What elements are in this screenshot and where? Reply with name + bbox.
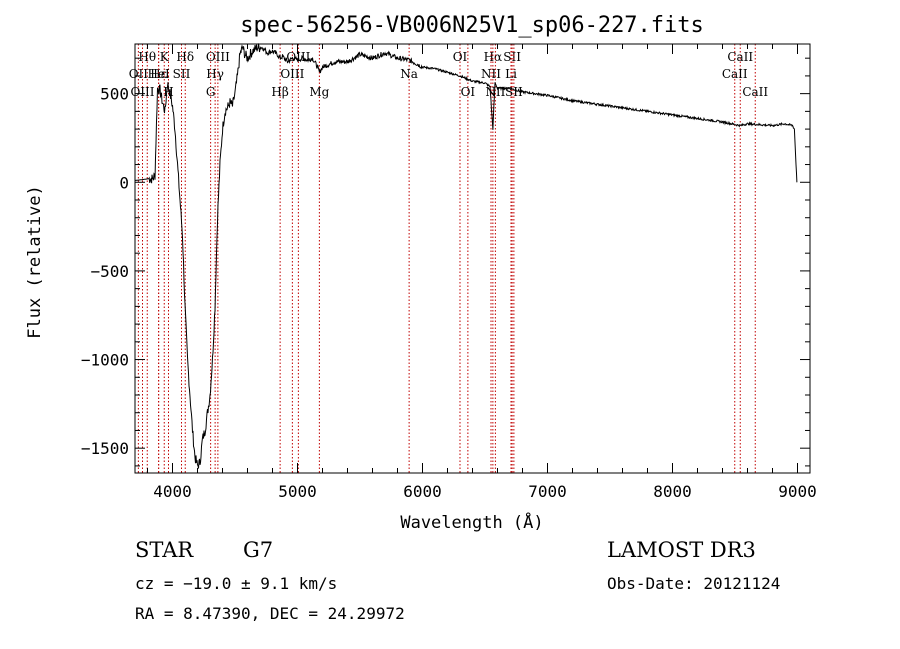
spectral-line-label: OIII bbox=[280, 67, 304, 81]
axis-ticks: 4000 5000 6000 7000 8000 9000 −1500 −1000 −500 0 5… bbox=[81, 44, 817, 501]
spectral-line-label: NII bbox=[485, 85, 505, 99]
y-tick-label: 0 bbox=[119, 173, 129, 192]
spectral-line-label: Hδ bbox=[176, 50, 194, 64]
spectral-line-label: H bbox=[163, 85, 173, 99]
x-tick-label: 5000 bbox=[278, 482, 317, 501]
spectral-line-label: CaII bbox=[722, 67, 748, 81]
object-class: STAR bbox=[135, 538, 194, 562]
spectral-line-label: Mg bbox=[309, 85, 329, 99]
x-tick-label: 9000 bbox=[778, 482, 817, 501]
spectral-line-label: OIII bbox=[206, 50, 230, 64]
spectral-line-label: Hγ bbox=[206, 67, 224, 81]
flux-series-line bbox=[134, 43, 798, 469]
spectral-line-label: CaII bbox=[727, 50, 753, 64]
spectral-line-label: Hθ bbox=[138, 50, 156, 64]
y-axis-label: Flux (relative) bbox=[25, 185, 45, 339]
spectral-line-label: OI bbox=[453, 50, 468, 64]
x-tick-label: 7000 bbox=[528, 482, 567, 501]
x-tick-label: 6000 bbox=[403, 482, 442, 501]
spectral-line-label: K bbox=[160, 50, 170, 64]
spectral-line-label: CaII bbox=[742, 85, 768, 99]
x-tick-label: 4000 bbox=[153, 482, 192, 501]
spectral-line-label: Na bbox=[400, 67, 418, 81]
y-tick-label: −1500 bbox=[81, 439, 129, 458]
x-tick-label: 8000 bbox=[653, 482, 692, 501]
y-tick-label: 500 bbox=[100, 85, 129, 104]
survey-name: LAMOST DR3 bbox=[607, 538, 756, 562]
plot-frame bbox=[134, 43, 811, 474]
spectral-line-label: OII bbox=[129, 67, 149, 81]
spectral-line-label: NII bbox=[481, 67, 501, 81]
redshift-text: cz = −19.0 ± 9.1 km/s bbox=[135, 574, 338, 593]
spectral-line-label: SII bbox=[505, 85, 523, 99]
spectral-line-label: G bbox=[206, 85, 216, 99]
spectral-line-label: HeI bbox=[147, 67, 170, 81]
spectral-line-label: Hβ bbox=[271, 85, 288, 99]
x-axis-label: Wavelength (Å) bbox=[400, 511, 543, 533]
y-tick-label: −1000 bbox=[81, 351, 129, 370]
coords-text: RA = 8.47390, DEC = 24.29972 bbox=[135, 604, 405, 623]
obs-date-text: Obs-Date: 20121124 bbox=[607, 574, 781, 593]
series-layer bbox=[134, 43, 798, 469]
spectral-line-label: OIII bbox=[130, 85, 154, 99]
spectral-line-label: SII bbox=[173, 67, 191, 81]
y-tick-label: −500 bbox=[90, 262, 129, 281]
spectral-line-label: SII bbox=[503, 50, 521, 64]
spectral-line-label: Hε bbox=[150, 67, 167, 81]
object-subclass: G7 bbox=[243, 538, 274, 562]
spectral-line-label: Hα bbox=[484, 50, 503, 64]
spectral-line-label: Li bbox=[505, 67, 517, 81]
chart-title: spec-56256-VB006N25V1_sp06-227.fits bbox=[240, 13, 704, 38]
spectral-line-label: OI bbox=[461, 85, 476, 99]
